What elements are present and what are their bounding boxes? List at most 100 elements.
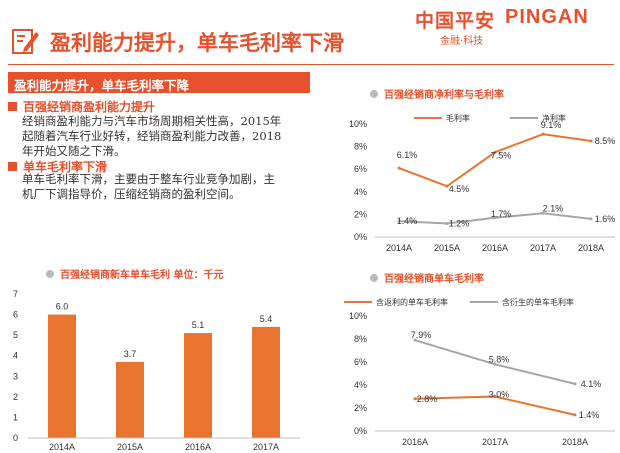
y-tick-label: 3: [13, 371, 18, 381]
y-tick-label: 10%: [349, 119, 367, 129]
data-label: 3.7: [124, 349, 137, 359]
data-point: [397, 166, 401, 170]
x-tick-label: 2015A: [434, 243, 460, 253]
chart-title-text: 百强经销商新车单车毛利 单位：千元: [60, 270, 224, 281]
y-tick-label: 4%: [354, 380, 367, 390]
bullet-heading-margin: 单车毛利率下滑: [8, 158, 107, 175]
x-tick-label: 2018A: [562, 437, 588, 447]
edit-document-icon: [12, 29, 39, 54]
x-tick-label: 2016A: [402, 437, 428, 447]
data-point: [541, 211, 545, 215]
data-point: [589, 139, 593, 143]
x-tick-label: 2016A: [185, 442, 211, 452]
x-tick-label: 2017A: [530, 243, 556, 253]
data-label: 1.4%: [579, 410, 600, 420]
chart-title-text: 百强经销商单车毛利率: [384, 274, 484, 285]
paragraph-line: 单车毛利率下滑，主要由于整车行业竞争加剧，主: [22, 172, 275, 186]
x-tick-label: 2018A: [578, 243, 604, 253]
data-point: [445, 184, 449, 188]
y-tick-label: 0: [13, 433, 18, 443]
page-title: 盈利能力提升，单车毛利率下滑: [50, 30, 344, 55]
paragraph-margin: 单车毛利率下滑，主要由于整车行业竞争加剧，主 机厂下调指导价，压缩经销商的盈利空…: [22, 172, 312, 202]
paragraph-profitability: 经销商盈利能力与汽车市场周期相关性高，2015年 起随着汽车行业好转，经销商盈利…: [22, 114, 312, 159]
title-dot-icon: [370, 90, 378, 98]
x-tick-label: 2014A: [386, 243, 412, 253]
data-label: 4.5%: [449, 184, 470, 194]
data-point: [493, 395, 497, 398]
line-chart-unit-margin: 0% 2% 4% 6% 8% 10% 2016A 2017A 2018A 含返利的单车毛利率 含衍生…: [344, 297, 615, 447]
chart-title-unit-margin: 百强经销商单车毛利率: [370, 270, 484, 285]
brand-logo: 中国平安 PINGAN: [415, 6, 615, 32]
y-tick-label: 6%: [354, 357, 367, 367]
title-divider: [8, 64, 614, 65]
legend-label: 净利率: [542, 113, 566, 123]
y-tick-label: 4: [13, 351, 18, 361]
data-label: 7.9%: [411, 330, 432, 340]
y-tick-label: 6%: [354, 164, 367, 174]
y-tick-label: 10%: [349, 311, 367, 321]
x-tick-label: 2015A: [117, 442, 143, 452]
y-tick-label: 8%: [354, 142, 367, 152]
bullet-heading-text: 百强经销商盈利能力提升: [23, 100, 156, 114]
y-tick-label: 2%: [354, 209, 367, 219]
data-label: 1.2%: [449, 218, 470, 228]
data-label: 3.0%: [489, 390, 510, 400]
legend-label: 毛利率: [446, 113, 470, 123]
y-tick-label: 5: [13, 330, 18, 340]
legend-label: 含衍生的单车毛利率: [502, 297, 574, 307]
data-label: 7.5%: [491, 150, 512, 160]
data-point: [541, 132, 545, 136]
x-tick-label: 2016A: [482, 243, 508, 253]
data-label: 2.8%: [417, 394, 438, 404]
line-chart-net-gross-margin: 0% 2% 4% 6% 8% 10% 2014A 2015A 2016A 2017A 2018A 毛利…: [349, 113, 616, 253]
x-tick-label: 2017A: [482, 437, 508, 447]
bar: [184, 333, 212, 438]
data-label: 5.8%: [489, 354, 510, 364]
paragraph-line: 起随着汽车行业好转，经销商盈利能力改善，2018: [22, 129, 282, 143]
data-label: 6.1%: [397, 150, 418, 160]
brand-tagline: 金融·科技: [440, 36, 484, 47]
data-point: [493, 216, 497, 220]
bar: [48, 314, 76, 438]
paragraph-line: 经销商盈利能力与汽车市场周期相关性高，2015年: [22, 114, 282, 128]
data-label: 9.1%: [541, 120, 562, 130]
data-point: [573, 413, 577, 417]
y-tick-label: 6: [13, 310, 18, 320]
paragraph-line: 机厂下调指导价，压缩经销商的盈利空间。: [22, 187, 241, 201]
y-tick-label: 2: [13, 392, 18, 402]
y-tick-label: 4%: [354, 187, 367, 197]
data-point: [493, 362, 497, 366]
y-tick-label: 7: [13, 289, 18, 299]
brand-name-cn: 中国平安: [415, 10, 496, 32]
data-point: [493, 150, 497, 154]
data-point: [413, 397, 417, 401]
data-label: 6.0: [56, 302, 69, 312]
data-label: 5.4: [260, 314, 273, 324]
data-point: [397, 219, 401, 223]
chart-title-text: 百强经销商净利率与毛利率: [384, 90, 504, 101]
data-point: [445, 221, 449, 225]
y-tick-label: 0%: [354, 232, 367, 242]
brand-name-en: PINGAN: [505, 6, 589, 28]
y-tick-label: 2%: [354, 403, 367, 413]
title-dot-icon: [46, 270, 54, 278]
x-tick-label: 2014A: [49, 442, 75, 452]
bullet-square-icon: [8, 102, 17, 111]
legend-label: 含返利的单车毛利率: [376, 297, 448, 307]
section-banner: 盈利能力提升，单车毛利率下降: [8, 72, 310, 93]
bullet-square-icon: [8, 162, 17, 171]
y-tick-label: 0%: [354, 426, 367, 436]
bar: [252, 326, 280, 438]
y-tick-label: 8%: [354, 334, 367, 344]
chart-title-gross-profit: 百强经销商新车单车毛利 单位：千元: [46, 266, 223, 281]
title-dot-icon: [370, 274, 378, 282]
data-label: 8.5%: [595, 136, 616, 146]
y-tick-label: 1: [13, 412, 18, 422]
x-tick-label: 2017A: [253, 442, 279, 452]
data-label: 1.7%: [491, 209, 512, 219]
data-point: [573, 382, 577, 386]
bullet-heading-profitability: 百强经销商盈利能力提升: [8, 98, 155, 115]
data-label: 2.1%: [543, 203, 564, 213]
chart-title-margins: 百强经销商净利率与毛利率: [370, 86, 504, 101]
data-point: [413, 338, 417, 342]
